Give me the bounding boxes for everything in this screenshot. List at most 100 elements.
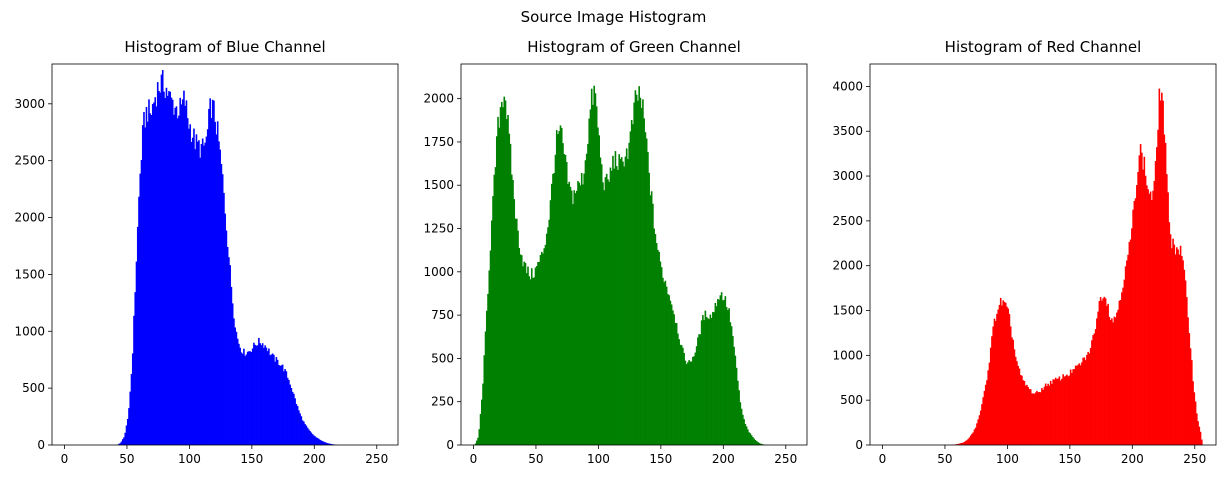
- x-tick-label: 0: [61, 452, 69, 466]
- histogram-bar: [256, 345, 259, 445]
- histogram-bar: [1122, 287, 1124, 445]
- histogram-bar: [503, 96, 506, 445]
- histogram-bar: [1139, 144, 1142, 445]
- histogram-bar: [563, 154, 566, 445]
- histogram-bar: [512, 180, 514, 445]
- histogram-bar: [1117, 309, 1119, 445]
- histogram-bar: [992, 326, 995, 445]
- histogram-bar: [1029, 389, 1032, 445]
- histogram-bar: [562, 143, 564, 445]
- histogram-bar: [677, 333, 679, 445]
- histogram-bar: [239, 347, 241, 445]
- histogram-bar: [734, 355, 737, 445]
- histogram-bar: [323, 441, 325, 445]
- histogram-bar: [216, 121, 219, 445]
- histogram-bar: [655, 243, 658, 445]
- histogram-bar: [580, 172, 583, 446]
- histogram-bar: [520, 255, 523, 445]
- histogram-bar: [1078, 363, 1081, 445]
- histogram-bar: [608, 181, 610, 445]
- histogram-bar: [703, 320, 705, 445]
- histogram-bar: [735, 367, 738, 445]
- histogram-bar: [584, 160, 587, 445]
- histogram-bar: [717, 298, 719, 445]
- histogram-bar: [118, 443, 120, 445]
- histogram-bar: [143, 112, 145, 445]
- histogram-bar: [702, 315, 704, 445]
- histogram-bar: [694, 352, 697, 445]
- histogram-bar: [301, 420, 304, 445]
- histogram-bar: [1023, 380, 1026, 445]
- histogram-bar: [224, 213, 226, 445]
- histogram-bar: [698, 334, 700, 445]
- histogram-bar: [1008, 314, 1011, 445]
- histogram-bar: [1114, 317, 1117, 445]
- histogram-bar: [637, 100, 639, 445]
- histogram-bar: [540, 251, 543, 445]
- histogram-bar: [163, 91, 165, 445]
- histogram-bar: [502, 107, 504, 445]
- histogram-bar: [988, 362, 991, 445]
- histogram-bar: [311, 434, 314, 445]
- histogram-bar: [590, 88, 593, 445]
- histogram-bar: [1089, 348, 1092, 445]
- histogram-bars: [474, 85, 768, 446]
- histogram-bar: [309, 431, 311, 445]
- histogram-bar: [505, 119, 508, 445]
- histogram-bar: [610, 170, 613, 446]
- histogram-bar: [1106, 305, 1108, 445]
- histogram-bar: [1084, 360, 1087, 445]
- histogram-bar: [712, 311, 714, 445]
- histogram-bar: [1094, 329, 1097, 445]
- histogram-bar: [230, 286, 233, 445]
- histogram-bar: [269, 355, 271, 445]
- x-tick-label: 100: [178, 452, 201, 466]
- histogram-bar: [683, 353, 685, 445]
- histogram-bar: [760, 443, 763, 445]
- histogram-bar: [535, 266, 538, 445]
- histogram-bar: [517, 230, 519, 445]
- histogram-bar: [958, 443, 961, 445]
- histogram-bar: [547, 227, 549, 445]
- histogram-bar: [740, 408, 743, 445]
- histogram-bar: [296, 406, 299, 445]
- histogram-bar: [215, 134, 218, 445]
- histogram-bar: [245, 354, 248, 445]
- histogram-bar: [753, 438, 755, 445]
- histogram-bar: [498, 127, 501, 445]
- histogram-bar: [268, 348, 270, 445]
- histogram-bar: [164, 98, 167, 445]
- histogram-bar: [718, 299, 720, 445]
- histogram-bar: [188, 128, 190, 446]
- histogram-bar: [649, 195, 652, 445]
- histogram-bar: [233, 318, 235, 445]
- histogram-bar: [135, 261, 138, 445]
- histogram-bar: [293, 393, 295, 445]
- histogram-bar: [253, 342, 255, 445]
- histogram-bar: [229, 265, 231, 445]
- histogram-bar: [664, 280, 667, 445]
- histogram-bar: [487, 293, 489, 445]
- histogram-bar: [489, 250, 492, 445]
- histogram-bar: [984, 384, 987, 445]
- histogram-bar: [1183, 269, 1186, 445]
- histogram-bar: [617, 170, 619, 445]
- histogram-bar: [1069, 369, 1072, 445]
- histogram-bar: [971, 433, 973, 445]
- histogram-bar: [1142, 169, 1144, 445]
- histogram-bar: [1059, 380, 1062, 445]
- histogram-bar: [993, 318, 996, 445]
- histogram-bar: [527, 266, 529, 445]
- histogram-bar: [1024, 385, 1027, 445]
- histogram-bar: [1061, 378, 1063, 445]
- histogram-bar: [730, 326, 733, 445]
- histogram-bar: [678, 339, 680, 445]
- histogram-bar: [720, 292, 723, 445]
- x-tick-label: 200: [1121, 452, 1144, 466]
- histogram-bar: [1013, 349, 1016, 445]
- histogram-bar: [1131, 228, 1133, 445]
- y-tick-label: 750: [431, 308, 454, 322]
- histogram-bar: [1156, 147, 1158, 445]
- histogram-bar: [121, 439, 124, 445]
- panel-1: 0 50 100 150 200 250050010001500200025003000H…: [14, 38, 399, 466]
